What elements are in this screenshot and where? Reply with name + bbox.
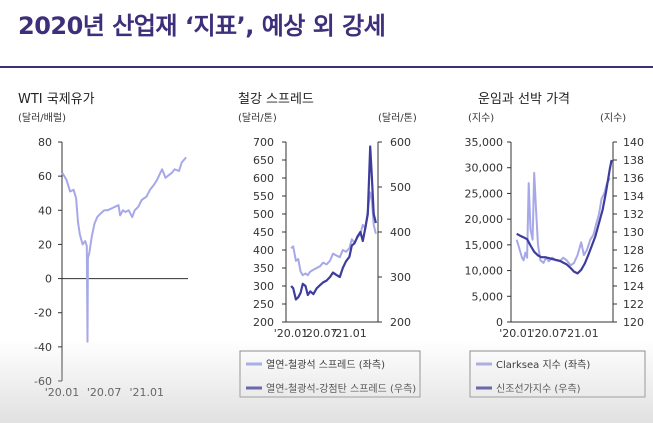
chart3-y2tick-label: 130: [623, 226, 644, 239]
chart3-ytick-label: 20,000: [465, 213, 504, 226]
chart2-title: 철강 스프레드: [238, 92, 314, 107]
chart2-ytick-label: 700: [253, 136, 274, 149]
chart3-y2tick-label: 132: [623, 208, 644, 221]
chart2-ytick-label: 550: [253, 190, 274, 203]
title-divider: [0, 66, 653, 68]
chart1-ytick-label: 60: [38, 170, 52, 183]
chart2-y2tick-label: 600: [390, 136, 411, 149]
chart3-legend-label: 신조선가지수 (우측): [496, 383, 581, 395]
chart1-ytick-label: 40: [38, 204, 52, 217]
chart2-y2tick-label: 200: [390, 316, 411, 329]
chart2-xtick-label: '21.01: [332, 327, 367, 340]
chart2-ytick-label: 650: [253, 154, 274, 167]
chart1-ytick-label: -20: [34, 307, 52, 320]
chart3-y2tick-label: 122: [623, 298, 644, 311]
chart2-ytick-label: 600: [253, 172, 274, 185]
chart1-ytick-label: 80: [38, 136, 52, 149]
chart3-y2tick-label: 134: [623, 190, 644, 203]
chart2-xtick-label: '20.07: [303, 327, 338, 340]
chart3-legend-label: Clarksea 지수 (좌측): [496, 359, 590, 371]
chart3-title: 운임과 선박 가격: [478, 92, 570, 107]
chart1-xtick-label: '20.01: [45, 386, 80, 399]
chart2-ylabel: (달러/톤): [238, 112, 277, 124]
chart1-xtick-label: '21.01: [130, 386, 165, 399]
chart3-ytick-label: 10,000: [465, 265, 504, 278]
chart3-y2label: (지수): [600, 112, 626, 124]
chart1-ytick-label: 20: [38, 238, 52, 251]
chart1-ylabel: (달러/배럴): [18, 111, 66, 124]
chart3-series-1-line: [515, 171, 611, 267]
chart1-ytick-label: -40: [34, 341, 52, 354]
chart3-xtick-label: '21.01: [564, 327, 599, 340]
chart2-y2tick-label: 500: [390, 181, 411, 194]
chart2-series-2-line: [290, 145, 377, 301]
chart3-series-2-line: [516, 159, 613, 275]
chart2-ytick-label: 400: [253, 244, 274, 257]
chart3-ytick-label: 0: [496, 316, 503, 329]
chart2-y2label: (달러/톤): [378, 112, 417, 124]
chart1-title: WTI 국제유가: [18, 92, 95, 107]
chart3-y2tick-label: 140: [623, 136, 644, 149]
chart2-y2tick-label: 300: [390, 271, 411, 284]
chart2-xtick-label: '20.01: [274, 327, 309, 340]
chart2-ytick-label: 250: [253, 298, 274, 311]
chart3-xtick-label: '20.01: [499, 327, 534, 340]
chart3-xtick-label: '20.07: [532, 327, 567, 340]
chart3-ytick-label: 30,000: [465, 162, 504, 175]
chart3-y2tick-label: 138: [623, 154, 644, 167]
chart2-ytick-label: 350: [253, 262, 274, 275]
chart1-xtick-label: '20.07: [87, 386, 122, 399]
chart3-ylabel: (지수): [468, 112, 494, 124]
chart1-series-1-line: [61, 156, 187, 343]
chart2-legend-label: 열연-철광석-강점탄 스프레드 (우측): [266, 383, 416, 395]
chart3-y2tick-label: 128: [623, 244, 644, 257]
chart3-y2tick-label: 120: [623, 316, 644, 329]
chart2-legend-label: 열연-철광석 스프레드 (좌측): [266, 359, 385, 371]
chart3-y2tick-label: 126: [623, 262, 644, 275]
page-title: 2020년 산업재 ‘지표’, 예상 외 강세: [18, 12, 386, 40]
chart2-ytick-label: 450: [253, 226, 274, 239]
chart1-ytick-label: 0: [45, 273, 52, 286]
chart2-ytick-label: 300: [253, 280, 274, 293]
chart3-y2tick-label: 136: [623, 172, 644, 185]
chart2-ytick-label: 200: [253, 316, 274, 329]
chart3-ytick-label: 35,000: [465, 136, 504, 149]
chart3-ytick-label: 5,000: [472, 290, 504, 303]
chart3-y2tick-label: 124: [623, 280, 644, 293]
chart3-ytick-label: 15,000: [465, 239, 504, 252]
chart3-ytick-label: 25,000: [465, 187, 504, 200]
chart2-y2tick-label: 400: [390, 226, 411, 239]
chart2-ytick-label: 500: [253, 208, 274, 221]
